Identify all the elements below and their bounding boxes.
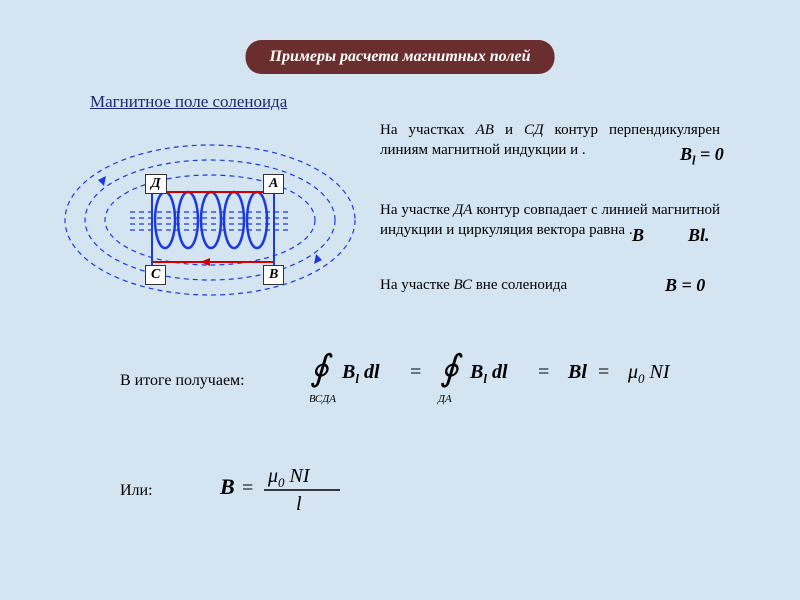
label-d: Д [145, 174, 167, 194]
b-arrows [148, 174, 278, 270]
contour-rect [152, 192, 274, 266]
svg-text:l: l [296, 493, 302, 515]
p3c: вне соленоида [476, 277, 567, 293]
solenoid-diagram: Д А С В [60, 140, 360, 310]
formula-final: B = μ0 NI l [220, 460, 370, 520]
formula-b-zero: B = 0 [665, 275, 705, 296]
svg-text:АВСДА: АВСДА [310, 393, 336, 405]
p2b: ДА [454, 202, 473, 218]
svg-text:B: B [220, 474, 235, 499]
svg-text:=: = [598, 361, 609, 383]
label-a: А [263, 174, 284, 194]
formula-integral: ∮ АВСДА Bl dl = ∮ ДА Bl dl = Bl = μ0 NI [310, 340, 710, 400]
formula-b-vector: B⃗ [632, 225, 658, 246]
svg-text:=: = [242, 477, 253, 499]
svg-text:ДА: ДА [437, 393, 452, 405]
label-c: С [145, 265, 166, 285]
formula-bl-zero: Bl = 0 [680, 144, 724, 169]
coil-turns [155, 192, 267, 248]
label-b: В [263, 265, 284, 285]
field-arrows [98, 176, 322, 264]
p1a: На участках [380, 122, 476, 138]
svg-text:Bl dl: Bl dl [469, 361, 508, 386]
paragraph-1: На участках АВ и СД контур перпендикуляр… [380, 120, 720, 161]
section-subtitle: Магнитное поле соленоида [90, 92, 287, 112]
svg-text:=: = [410, 361, 421, 383]
svg-text:∮: ∮ [310, 348, 333, 388]
paragraph-5: Или: [120, 480, 200, 502]
field-lines [65, 145, 355, 295]
svg-text:μ0 NI: μ0 NI [267, 465, 311, 490]
paragraph-4: В итоге получаем: [120, 370, 320, 392]
p1c: и [505, 122, 524, 138]
svg-text:∮: ∮ [440, 348, 463, 388]
svg-text:Bl dl: Bl dl [341, 361, 380, 386]
page-title-box: Примеры расчета магнитных полей [246, 40, 555, 74]
page-title: Примеры расчета магнитных полей [270, 48, 531, 65]
p1b: АВ [476, 122, 494, 138]
formula-bl: Bl. [688, 225, 710, 246]
paragraph-2: На участке ДА контур совпадает с линией … [380, 200, 720, 241]
svg-text:Bl: Bl [567, 361, 587, 383]
svg-text:=: = [538, 361, 549, 383]
p2a: На участке [380, 202, 454, 218]
p3a: На участке [380, 277, 453, 293]
p1d: СД [524, 122, 544, 138]
svg-text:μ0 NI: μ0 NI [627, 361, 671, 386]
solenoid-svg [60, 140, 360, 310]
p3b: ВС [453, 277, 471, 293]
